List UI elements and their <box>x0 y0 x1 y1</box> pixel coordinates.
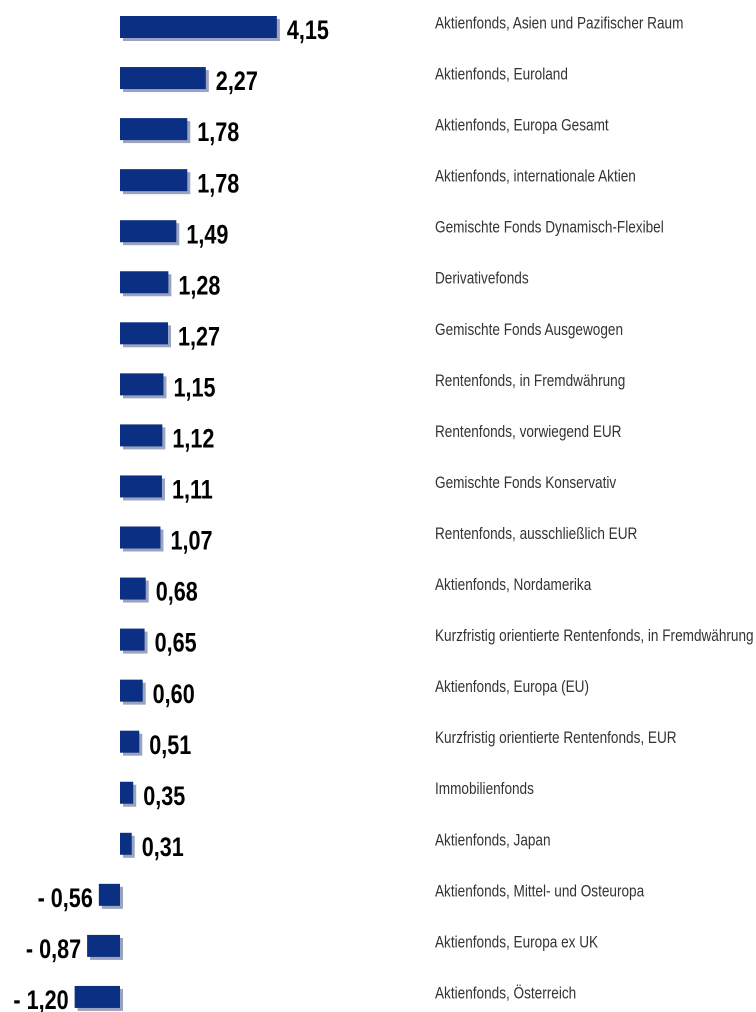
bar <box>120 16 277 38</box>
category-label: Aktienfonds, internationale Aktien <box>435 167 636 186</box>
bar <box>120 781 134 804</box>
category-label: Rentenfonds, in Fremdwährung <box>435 371 625 390</box>
bar <box>120 169 188 192</box>
bar <box>120 475 162 498</box>
category-label: Gemischte Fonds Ausgewogen <box>435 320 623 339</box>
bar <box>120 730 140 753</box>
bar <box>120 526 161 549</box>
bar <box>74 985 120 1008</box>
value-label: 1,49 <box>186 220 228 250</box>
bar <box>120 628 145 651</box>
bar <box>120 373 164 396</box>
value-label: 0,35 <box>143 782 185 812</box>
value-label: 1,15 <box>173 373 215 403</box>
value-label: 0,68 <box>156 577 198 607</box>
category-label: Aktienfonds, Europa Gesamt <box>435 116 609 135</box>
category-label: Kurzfristig orientierte Rentenfonds, EUR <box>435 729 677 748</box>
bar <box>98 883 120 906</box>
category-label: Kurzfristig orientierte Rentenfonds, in … <box>435 627 754 646</box>
value-label: 0,60 <box>153 680 195 710</box>
category-label: Derivativefonds <box>435 269 529 288</box>
category-label: Aktienfonds, Japan <box>435 831 551 850</box>
value-label: 1,78 <box>197 118 239 148</box>
value-label: - 1,20 <box>13 986 68 1012</box>
category-label: Aktienfonds, Österreich <box>435 983 576 1003</box>
category-label: Aktienfonds, Asien und Pazifischer Raum <box>435 14 683 33</box>
bar <box>120 220 177 243</box>
bar <box>87 934 120 957</box>
category-label: Rentenfonds, ausschließlich EUR <box>435 525 637 544</box>
category-label: Aktienfonds, Mittel- und Osteuropa <box>435 882 645 901</box>
bar <box>120 577 146 600</box>
value-label: 1,78 <box>197 169 239 199</box>
value-label: 0,31 <box>142 833 184 863</box>
bar <box>120 424 163 447</box>
value-label: 1,12 <box>172 424 214 454</box>
bar <box>120 118 188 141</box>
value-label: - 0,87 <box>26 935 81 965</box>
category-label: Aktienfonds, Euroland <box>435 65 568 84</box>
category-label: Rentenfonds, vorwiegend EUR <box>435 423 622 442</box>
value-label: 2,27 <box>216 67 258 97</box>
bar <box>120 322 169 345</box>
category-label: Aktienfonds, Europa ex UK <box>435 933 599 952</box>
bar <box>120 271 169 294</box>
value-label: - 0,56 <box>38 884 93 914</box>
category-label: Aktienfonds, Nordamerika <box>435 576 592 595</box>
bar <box>120 679 143 702</box>
value-label: 0,65 <box>155 629 197 659</box>
value-label: 4,15 <box>287 16 329 46</box>
value-label: 1,07 <box>170 526 212 556</box>
category-label: Gemischte Fonds Konservativ <box>435 474 616 493</box>
value-label: 1,11 <box>172 475 213 505</box>
category-label: Aktienfonds, Europa (EU) <box>435 678 589 697</box>
category-label: Gemischte Fonds Dynamisch-Flexibel <box>435 218 664 237</box>
value-label: 1,28 <box>178 271 220 301</box>
value-label: 1,27 <box>178 322 220 352</box>
value-label: 0,51 <box>149 731 191 761</box>
bar <box>120 67 206 90</box>
category-label: Immobilienfonds <box>435 780 534 799</box>
bar <box>120 832 132 855</box>
